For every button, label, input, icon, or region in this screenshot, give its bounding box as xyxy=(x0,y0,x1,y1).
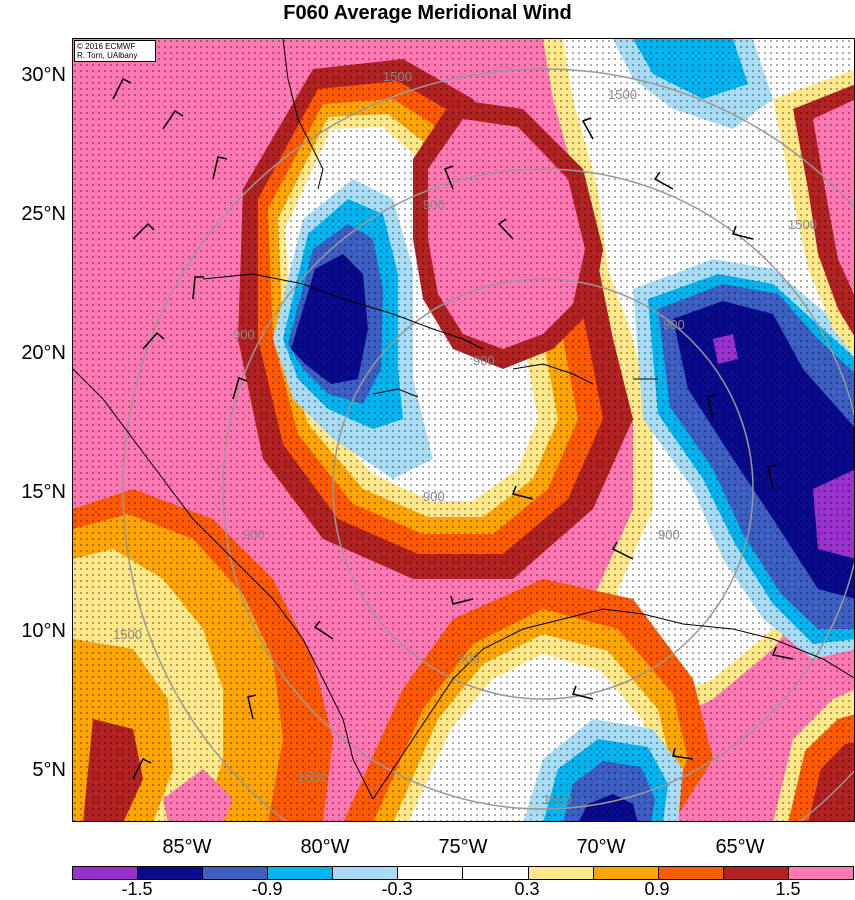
colorbar-segment xyxy=(203,867,269,879)
map-panel[interactable]: 1500 1500 1500 1500 1500 1500 900 900 90… xyxy=(72,38,855,822)
wind-barb xyxy=(767,464,777,490)
wind-barb xyxy=(672,747,694,760)
colorbar-segment xyxy=(788,867,853,879)
contour-label-1500: 1500 xyxy=(113,627,142,642)
colorbar-label: -0.9 xyxy=(251,879,283,899)
colorbar-segment xyxy=(528,867,594,879)
wind-barb xyxy=(132,757,152,780)
coastlines xyxy=(73,39,854,800)
contour-label-1500: 1500 xyxy=(788,217,817,232)
contour-label-1500: 1500 xyxy=(543,792,572,807)
lon-label-80w: 80°W xyxy=(300,836,350,858)
colorbar-segment xyxy=(333,867,399,879)
colorbar-label: -1.5 xyxy=(121,879,153,899)
wind-barb xyxy=(247,694,257,720)
wind-barbs xyxy=(112,77,794,780)
map-title: F060 Average Meridional Wind xyxy=(283,2,572,24)
range-ring xyxy=(122,68,854,821)
colorbar-segment xyxy=(398,867,464,879)
colorbar-segment xyxy=(138,867,204,879)
credit-line-2: R. Torn, UAlbany xyxy=(77,51,138,60)
wind-barb xyxy=(192,276,204,300)
wind-barb xyxy=(162,109,184,130)
wind-barb xyxy=(444,165,454,190)
range-ring xyxy=(222,168,854,810)
range-rings xyxy=(122,68,854,821)
lat-label-10n: 10°N xyxy=(21,620,66,642)
contour-label-900: 900 xyxy=(423,197,445,212)
lat-label-25n: 25°N xyxy=(21,203,66,225)
coastline-jamaica xyxy=(372,388,419,398)
colorbar-segment xyxy=(658,867,724,879)
contour-label-900: 900 xyxy=(658,527,680,542)
contour-label-1500: 1500 xyxy=(298,769,327,784)
wind-barb xyxy=(142,331,165,350)
lon-label-70w: 70°W xyxy=(576,836,626,858)
contour-label-1500: 1500 xyxy=(383,69,412,84)
wind-barb xyxy=(212,156,228,180)
contour-label-900: 900 xyxy=(233,327,255,342)
colorbar-label: 1.5 xyxy=(775,879,801,899)
wind-barb xyxy=(512,485,534,500)
wind-barb xyxy=(572,685,594,700)
contour-label-900: 900 xyxy=(473,353,495,368)
colorbar-label: 0.9 xyxy=(644,879,670,899)
credit-box: © 2016 ECMWF R. Torn, UAlbany xyxy=(74,40,156,62)
wind-barb xyxy=(232,377,248,400)
coastline-cuba xyxy=(202,273,484,350)
lon-label-85w: 85°W xyxy=(162,836,212,858)
lon-label-65w: 65°W xyxy=(715,836,765,858)
wind-barb xyxy=(611,541,634,560)
range-ring xyxy=(332,278,754,700)
lon-label-75w: 75°W xyxy=(438,836,488,858)
colorbar-label: -0.3 xyxy=(381,879,413,899)
wind-barb xyxy=(497,218,514,240)
wind-barb xyxy=(771,646,794,660)
colorbar xyxy=(72,866,854,880)
contour-label-900: 900 xyxy=(423,489,445,504)
colorbar-segment xyxy=(463,867,529,879)
coastline-central-america xyxy=(73,368,374,800)
lat-label-20n: 20°N xyxy=(21,342,66,364)
stipple-overlay xyxy=(73,39,854,821)
wind-barb xyxy=(581,117,594,140)
lat-label-30n: 30°N xyxy=(21,64,66,86)
lat-label-5n: 5°N xyxy=(32,759,66,781)
contour-label-900: 900 xyxy=(663,317,685,332)
colorbar-segment xyxy=(268,867,334,879)
credit-line-1: © 2016 ECMWF xyxy=(77,42,136,51)
wind-barb xyxy=(132,222,155,240)
wind-barb xyxy=(653,171,674,190)
coastline-hispaniola xyxy=(512,363,594,385)
wind-barb xyxy=(112,77,132,100)
contour-label-900: 900 xyxy=(243,527,265,542)
colorbar-segment xyxy=(593,867,659,879)
lat-label-15n: 15°N xyxy=(21,481,66,503)
coastline-florida xyxy=(282,39,324,190)
contour-label-1500: 1500 xyxy=(608,87,637,102)
colorbar-label: 0.3 xyxy=(514,879,540,899)
wind-barb xyxy=(732,225,754,240)
colorbar-segment xyxy=(73,867,139,879)
colorbar-segment xyxy=(723,867,789,879)
wind-barb xyxy=(313,620,334,640)
wind-barb xyxy=(707,394,717,420)
contour-label-900: 900 xyxy=(458,651,480,666)
coastline-south-america xyxy=(372,608,854,800)
wind-barb xyxy=(450,595,474,605)
